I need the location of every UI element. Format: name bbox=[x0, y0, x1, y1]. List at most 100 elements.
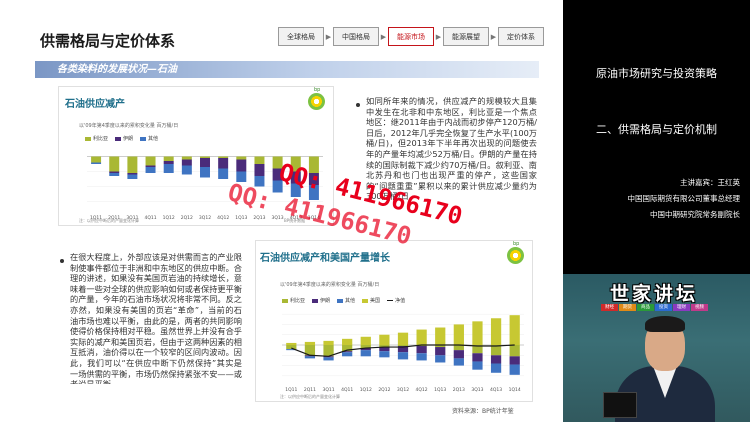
bar-segment bbox=[472, 353, 483, 362]
nav-step-china[interactable]: 中国格局 bbox=[333, 27, 379, 46]
x-tick-label: 4Q11 bbox=[144, 215, 156, 221]
x-tick-label: 3Q13 bbox=[471, 387, 483, 393]
legend-item: 其他 bbox=[337, 297, 355, 304]
bar-segment bbox=[360, 348, 371, 351]
bar-segment bbox=[91, 162, 102, 164]
chart2-unit: 以'09年第4季度以来的累积变化量 百万桶/日 bbox=[280, 282, 380, 288]
legend-item: 伊朗 bbox=[312, 297, 330, 304]
slide-title: 供需格局与定价体系 bbox=[40, 32, 176, 50]
bar-segment bbox=[342, 345, 353, 352]
x-tick-label: 2Q13 bbox=[253, 215, 265, 221]
chart1-panel: 石油供应减产 bp 以'09年第4季度以来的累积变化量 百万桶/日 利比亚 伊朗… bbox=[58, 86, 334, 226]
bar-segment bbox=[286, 342, 297, 345]
bar-segment bbox=[236, 171, 247, 182]
x-tick-label: 3Q13 bbox=[272, 215, 284, 221]
course-title: 原油市场研究与投资策略 bbox=[596, 67, 717, 80]
x-tick-label: 3Q12 bbox=[199, 215, 211, 221]
bar-segment bbox=[397, 345, 409, 347]
bar-segment bbox=[286, 345, 297, 350]
bar-segment bbox=[323, 357, 334, 361]
x-tick-label: 2Q11 bbox=[304, 387, 316, 393]
x-tick-label: 4Q11 bbox=[341, 387, 353, 393]
x-tick-label: 4Q12 bbox=[416, 387, 428, 393]
bar-segment bbox=[304, 345, 316, 356]
x-tick-label: 3Q11 bbox=[322, 387, 334, 393]
bar-segment bbox=[181, 159, 192, 166]
chart1-plot: 1Q11 2Q11 3Q11 4Q11 1Q12 2Q12 3Q12 4Q12 1Q13 2Q13… bbox=[87, 156, 323, 221]
nav-step-energy-outlook[interactable]: 能源展望 bbox=[443, 27, 489, 46]
bar-segment bbox=[91, 156, 102, 163]
arrow-right-icon: ▶ bbox=[435, 32, 442, 41]
x-tick-label: 4Q12 bbox=[217, 215, 229, 221]
chart2-panel: 石油供应减产和美国产量增长 bp 以'09年第4季度以来的累积变化量 百万桶/日… bbox=[255, 240, 533, 402]
bar-segment bbox=[286, 349, 297, 351]
chart1-source-note: 注：以供应中断后的产量变化计算 bbox=[79, 218, 139, 223]
legend-item: 伊朗 bbox=[115, 135, 133, 142]
bar-segment bbox=[323, 345, 334, 357]
speaker-video[interactable]: 世家讲坛 财经 期货 商品 投资 理财 视频 bbox=[563, 274, 750, 422]
bar-segment bbox=[397, 352, 409, 360]
speaker-hair bbox=[645, 316, 685, 332]
bar-segment bbox=[360, 345, 371, 349]
legend-item: 其他 bbox=[140, 135, 158, 142]
bar-segment bbox=[416, 329, 427, 345]
bar-segment bbox=[145, 167, 156, 173]
speaker-title-2: 中国中期研究院常务副院长 bbox=[650, 210, 740, 219]
bar-segment bbox=[472, 345, 483, 354]
bar-segment bbox=[163, 164, 174, 173]
x-tick-label: 4Q13 bbox=[290, 215, 302, 221]
bar-segment bbox=[416, 346, 427, 354]
video-logo-sub: 财经 期货 商品 投资 理财 视频 bbox=[601, 304, 708, 311]
chart1-source: BP统计数据 bbox=[284, 218, 306, 223]
bar-segment bbox=[109, 171, 120, 173]
chapter-title: 二、供需格局与定价机制 bbox=[596, 123, 717, 136]
bar-segment bbox=[290, 156, 301, 172]
laptop bbox=[603, 392, 637, 418]
speaker-name: 主讲嘉宾：王红英 bbox=[680, 178, 740, 187]
chart2-legend: 利比亚 伊朗 其他 美国 净值 bbox=[282, 297, 405, 304]
x-tick-label: 1Q14 bbox=[509, 387, 521, 393]
net-line bbox=[291, 344, 515, 357]
x-tick-label: 4Q13 bbox=[490, 387, 502, 393]
bar-segment bbox=[453, 324, 464, 345]
speaker-title-1: 中国国际期货有限公司董事总经理 bbox=[627, 194, 741, 203]
bar-segment bbox=[200, 156, 210, 158]
chart2-title: 石油供应减产和美国产量增长 bbox=[260, 253, 390, 264]
bar-segment bbox=[127, 156, 138, 173]
bar-segment bbox=[379, 345, 390, 348]
bar-segment bbox=[308, 156, 319, 173]
chart2-source-note: 注：以供应中断后的产量变化计算 bbox=[280, 394, 340, 399]
bp-logo-text: bp bbox=[513, 241, 520, 247]
bar-segment bbox=[379, 334, 390, 345]
bar-segment bbox=[472, 321, 483, 345]
bar-segment bbox=[509, 356, 520, 365]
bar-segment bbox=[127, 174, 138, 179]
nav-step-global[interactable]: 全球格局 bbox=[278, 27, 324, 46]
bp-logo-icon bbox=[308, 93, 325, 110]
x-tick-label: 1Q13 bbox=[235, 215, 247, 221]
bar-segment bbox=[272, 156, 283, 169]
nav-step-energy-market[interactable]: 能源市场 bbox=[388, 27, 434, 46]
x-tick-label: 3Q12 bbox=[397, 387, 409, 393]
bar-segment bbox=[342, 352, 353, 357]
bar-segment bbox=[163, 156, 174, 161]
arrow-right-icon: ▶ bbox=[325, 32, 332, 41]
bp-logo-text: bp bbox=[314, 87, 321, 93]
bar-segment bbox=[145, 165, 156, 167]
video-logo-text: 世家讲坛 bbox=[609, 283, 698, 305]
bar-segment bbox=[397, 346, 409, 353]
bar-segment bbox=[453, 345, 464, 351]
arrow-right-icon: ▶ bbox=[490, 32, 497, 41]
bar-segment bbox=[109, 173, 120, 176]
x-tick-label: 1Q12 bbox=[163, 215, 175, 221]
bar-segment bbox=[435, 345, 446, 348]
bar-segment bbox=[490, 318, 502, 345]
bar-segment bbox=[490, 345, 502, 356]
section-nav: 全球格局 ▶ 中国格局 ▶ 能源市场 ▶ 能源展望 ▶ 定价体系 bbox=[278, 27, 544, 46]
bar-segment bbox=[254, 164, 265, 176]
chart2-plot: 1Q11 2Q11 3Q11 4Q11 1Q12 2Q12 3Q12 4Q12 1Q13 2Q13… bbox=[282, 313, 524, 393]
x-tick-label: 1Q12 bbox=[360, 387, 372, 393]
bar-segment bbox=[490, 363, 502, 373]
nav-step-pricing[interactable]: 定价体系 bbox=[498, 27, 544, 46]
